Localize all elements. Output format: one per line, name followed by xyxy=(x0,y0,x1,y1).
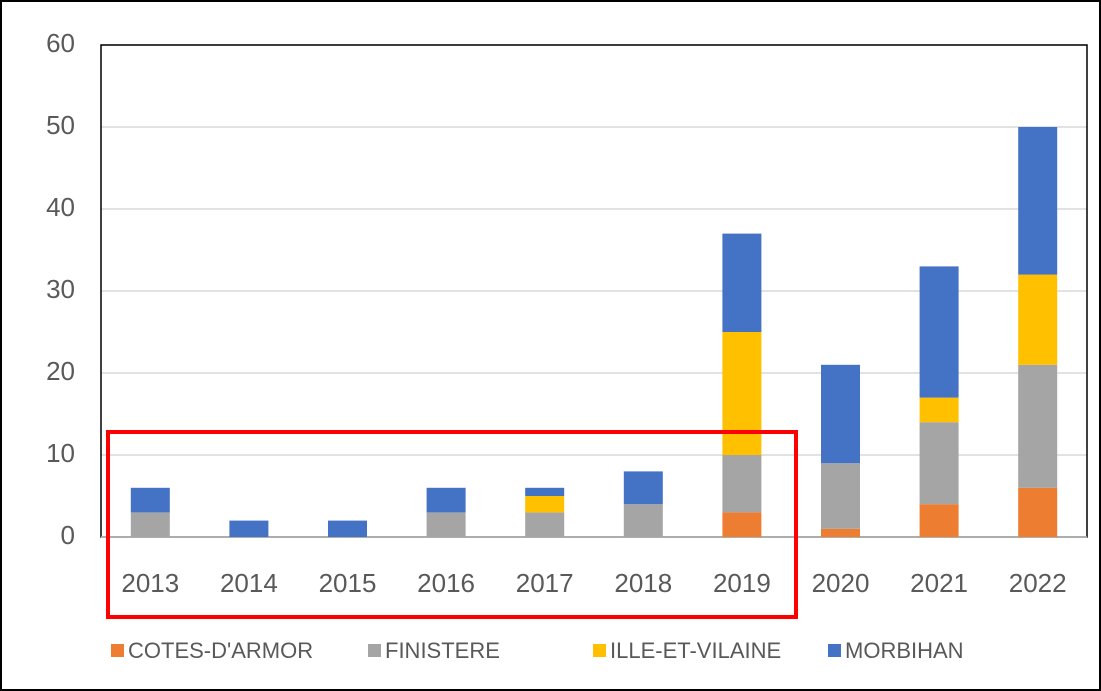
bar-segment xyxy=(229,520,269,537)
bar-segment xyxy=(821,463,860,529)
bar-segment xyxy=(130,487,170,513)
y-tick-label: 50 xyxy=(46,110,75,140)
x-tick-label: 2018 xyxy=(614,568,672,598)
legend-swatch xyxy=(368,644,381,657)
x-tick-label: 2014 xyxy=(220,568,278,598)
x-tick-label: 2015 xyxy=(319,568,377,598)
bar-segment xyxy=(525,487,565,496)
y-tick-label: 60 xyxy=(46,28,75,58)
x-tick-label: 2021 xyxy=(910,568,968,598)
bar-segment xyxy=(525,512,565,537)
x-tick-label: 2017 xyxy=(516,568,574,598)
bar-segment xyxy=(623,471,663,505)
bar-segment xyxy=(919,397,959,423)
x-tick-label: 2016 xyxy=(417,568,475,598)
bar-segment xyxy=(821,528,860,537)
bar-segment xyxy=(919,504,959,537)
bar-segment xyxy=(328,520,367,537)
y-tick-label: 40 xyxy=(46,192,75,222)
x-tick-label: 2022 xyxy=(1009,568,1067,598)
bar-segment xyxy=(722,512,762,537)
bar-segment xyxy=(722,332,762,455)
bar-segment xyxy=(1018,127,1058,275)
highlight-box xyxy=(106,430,798,619)
x-tick-label: 2013 xyxy=(121,568,179,598)
y-tick-label: 0 xyxy=(61,520,75,550)
y-tick-label: 20 xyxy=(46,356,75,386)
y-tick-label: 10 xyxy=(46,438,75,468)
bars xyxy=(130,127,1058,537)
legend-swatch xyxy=(593,644,606,657)
x-tick-label: 2019 xyxy=(713,568,771,598)
legend-swatch xyxy=(828,644,841,657)
bar-segment xyxy=(1018,487,1058,537)
legend-label: ILLE-ET-VILAINE xyxy=(610,638,781,663)
x-tick-label: 2020 xyxy=(812,568,870,598)
bar-segment xyxy=(722,233,762,332)
bar-segment xyxy=(426,512,466,537)
legend-swatch xyxy=(111,644,124,657)
y-tick-label: 30 xyxy=(46,274,75,304)
bar-segment xyxy=(623,504,663,537)
bar-segment xyxy=(130,512,170,537)
legend-label: COTES-D'ARMOR xyxy=(128,638,313,663)
bar-segment xyxy=(919,266,959,398)
labels: 0 10 20 30 40 50 60 2013 2014 2015 2016 2017 2018 201… xyxy=(46,28,1067,663)
bar-segment xyxy=(426,487,466,513)
bar-segment xyxy=(1018,364,1058,488)
bar-segment xyxy=(525,496,565,513)
bar-segment xyxy=(919,422,959,505)
bar-segment xyxy=(1018,274,1058,365)
legend-label: MORBIHAN xyxy=(845,638,964,663)
bar-segment xyxy=(821,364,860,464)
bar-segment xyxy=(722,455,762,513)
legend-label: FINISTERE xyxy=(385,638,500,663)
